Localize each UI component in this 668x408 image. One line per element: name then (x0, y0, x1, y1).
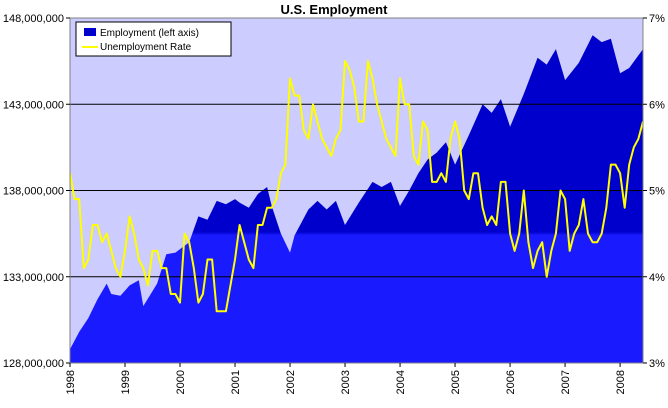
legend: Employment (left axis) Unemployment Rate (75, 21, 232, 57)
right-tick-label: 6% (649, 99, 665, 111)
x-tick-label: 2008 (615, 370, 627, 394)
left-tick-label: 133,000,000 (3, 272, 64, 284)
right-tick-label: 3% (649, 358, 665, 370)
plot-area (69, 18, 644, 364)
left-tick-label: 148,000,000 (3, 13, 64, 25)
right-tick-label: 4% (649, 272, 665, 284)
left-tick-label: 128,000,000 (3, 358, 64, 370)
unemployment-line (69, 60, 644, 313)
x-tick-label: 2003 (340, 370, 352, 394)
legend-swatch-employment (84, 28, 96, 36)
left-tick-label: 143,000,000 (3, 99, 64, 111)
x-tick-label: 2006 (505, 370, 517, 394)
axes: 128,000,000 133,000,000 138,000,000 143,000… (3, 13, 665, 394)
legend-label-employment: Employment (left axis) (100, 28, 199, 39)
right-tick-label: 5% (649, 186, 665, 198)
x-tick-label: 2000 (175, 370, 187, 394)
x-tick-label: 1998 (65, 370, 77, 394)
x-tick-label: 2005 (450, 370, 462, 394)
x-tick-label: 2004 (395, 370, 407, 394)
x-tick-label: 2001 (230, 370, 242, 394)
x-tick-label: 1999 (120, 370, 132, 394)
legend-label-unemployment: Unemployment Rate (100, 42, 192, 53)
left-tick-label: 138,000,000 (3, 186, 64, 198)
legend-box (75, 21, 232, 57)
right-tick-label: 7% (649, 13, 665, 25)
chart-title: U.S. Employment (281, 2, 389, 17)
x-tick-label: 2007 (560, 370, 572, 394)
x-tick-label: 2002 (285, 370, 297, 394)
